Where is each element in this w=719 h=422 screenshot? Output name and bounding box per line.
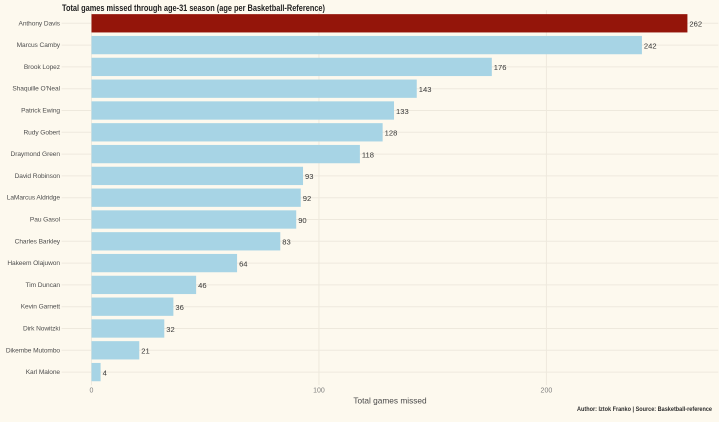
svg-text:262: 262 bbox=[689, 20, 702, 29]
svg-text:Rudy Gobert: Rudy Gobert bbox=[23, 129, 60, 136]
svg-text:83: 83 bbox=[282, 238, 290, 247]
svg-text:0: 0 bbox=[90, 388, 94, 395]
svg-text:Hakeem Olajuwon: Hakeem Olajuwon bbox=[7, 260, 60, 267]
svg-text:200: 200 bbox=[541, 388, 553, 395]
svg-text:Total games missed: Total games missed bbox=[353, 396, 427, 406]
svg-text:92: 92 bbox=[303, 194, 311, 203]
svg-text:4: 4 bbox=[103, 368, 107, 377]
svg-text:64: 64 bbox=[239, 259, 247, 268]
svg-text:46: 46 bbox=[198, 281, 206, 290]
svg-text:Draymond Green: Draymond Green bbox=[11, 151, 61, 158]
svg-text:Dikembe Mutombo: Dikembe Mutombo bbox=[6, 347, 61, 354]
svg-text:Karl Malone: Karl Malone bbox=[26, 369, 61, 376]
svg-text:Dirk Nowitzki: Dirk Nowitzki bbox=[23, 326, 61, 333]
svg-text:90: 90 bbox=[298, 216, 306, 225]
svg-text:36: 36 bbox=[175, 303, 183, 312]
svg-text:143: 143 bbox=[419, 85, 432, 94]
svg-text:Pau Gasol: Pau Gasol bbox=[30, 217, 61, 224]
svg-text:Tim Duncan: Tim Duncan bbox=[26, 282, 61, 289]
svg-text:32: 32 bbox=[166, 325, 174, 334]
svg-text:Marcus Camby: Marcus Camby bbox=[17, 42, 61, 49]
svg-text:Patrick Ewing: Patrick Ewing bbox=[21, 108, 60, 115]
svg-text:93: 93 bbox=[305, 172, 313, 181]
svg-text:David Robinson: David Robinson bbox=[15, 173, 61, 180]
svg-text:Author: Iztok Franko | Source:: Author: Iztok Franko | Source: Basketbal… bbox=[577, 406, 712, 413]
svg-text:Charles Barkley: Charles Barkley bbox=[15, 238, 61, 245]
svg-text:118: 118 bbox=[362, 150, 374, 159]
svg-text:Anthony Davis: Anthony Davis bbox=[19, 20, 61, 27]
svg-text:128: 128 bbox=[385, 129, 398, 138]
svg-text:176: 176 bbox=[494, 63, 507, 72]
svg-text:242: 242 bbox=[644, 41, 657, 50]
svg-text:Brook Lopez: Brook Lopez bbox=[24, 64, 60, 71]
svg-text:Shaquille O'Neal: Shaquille O'Neal bbox=[12, 86, 60, 93]
svg-text:133: 133 bbox=[396, 107, 409, 116]
svg-text:21: 21 bbox=[141, 347, 149, 356]
svg-text:Total games missed through age: Total games missed through age-31 season… bbox=[62, 3, 325, 13]
svg-text:LaMarcus Aldridge: LaMarcus Aldridge bbox=[7, 195, 61, 202]
svg-text:100: 100 bbox=[313, 388, 325, 395]
svg-text:Kevin Garnett: Kevin Garnett bbox=[21, 304, 61, 311]
